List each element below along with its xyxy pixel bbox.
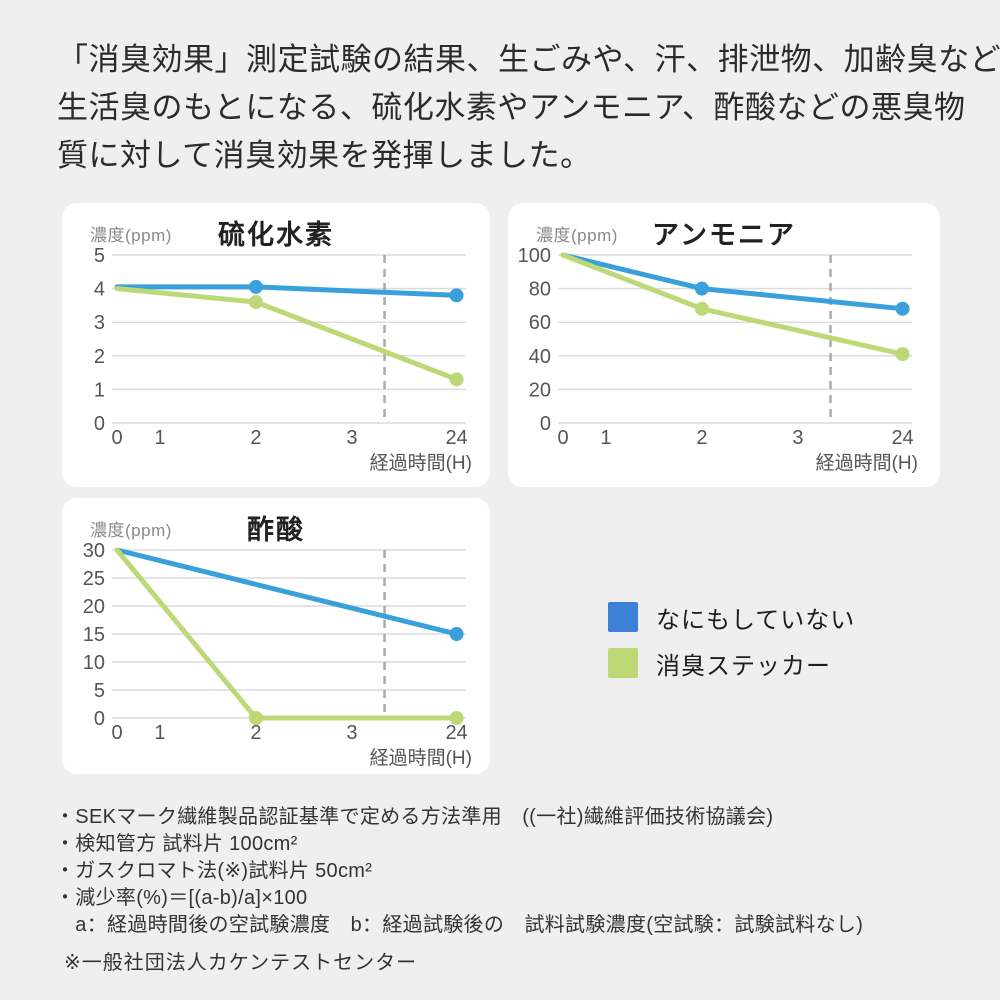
svg-text:100: 100 xyxy=(518,247,551,267)
svg-text:5: 5 xyxy=(94,680,105,702)
legend-label: 消臭ステッカー xyxy=(656,652,831,680)
svg-text:3: 3 xyxy=(792,427,803,449)
svg-text:0: 0 xyxy=(540,413,551,435)
svg-text:3: 3 xyxy=(346,427,357,449)
svg-text:24: 24 xyxy=(445,722,467,744)
chart-card-hydrogen-sulfide: 濃度(ppm) 硫化水素 5 4 3 2 1 0 0 1 2 3 24 経過時間(H) xyxy=(62,203,490,487)
svg-text:3: 3 xyxy=(346,722,357,744)
svg-text:20: 20 xyxy=(83,596,105,618)
svg-text:60: 60 xyxy=(529,312,551,334)
chart-header: 濃度(ppm) アンモニア xyxy=(508,203,940,250)
footnotes: ・SEKマーク繊維製品認証基準で定める方法準用 ((一社)繊維評価技術協議会) … xyxy=(55,804,863,939)
chart-title: 硫化水素 xyxy=(218,220,334,250)
footnote-line: ・減少率(%)＝[(a-b)/a]×100 xyxy=(55,887,308,909)
footnote-line: ・ガスクロマト法(※)試料片 50cm² xyxy=(55,860,373,882)
svg-text:経過時間(H): 経過時間(H) xyxy=(816,452,918,474)
line-chart: 30 25 20 15 10 5 0 0 1 2 3 24 経過時間(H) xyxy=(62,542,490,774)
svg-text:30: 30 xyxy=(83,542,105,562)
svg-text:40: 40 xyxy=(529,346,551,368)
header-text: 「消臭効果」測定試験の結果、生ごみや、汗、排泄物、加齢臭など 生活臭のもとになる… xyxy=(57,36,1000,180)
svg-text:24: 24 xyxy=(445,427,467,449)
svg-text:5: 5 xyxy=(94,247,105,267)
svg-text:10: 10 xyxy=(83,652,105,674)
svg-text:経過時間(H): 経過時間(H) xyxy=(370,747,472,769)
legend: なにもしていない 消臭ステッカー xyxy=(608,602,855,694)
svg-text:0: 0 xyxy=(94,708,105,730)
svg-text:0: 0 xyxy=(94,413,105,435)
legend-swatch-blue xyxy=(608,602,638,632)
line-chart: 5 4 3 2 1 0 0 1 2 3 24 経過時間(H) xyxy=(62,247,490,483)
chart-card-acetic-acid: 濃度(ppm) 酢酸 30 25 20 15 10 5 0 0 1 2 3 24 経過時間(H) xyxy=(62,498,490,774)
y-axis-unit-label: 濃度(ppm) xyxy=(90,521,172,540)
svg-text:4: 4 xyxy=(94,279,105,301)
footnote-line: ・SEKマーク繊維製品認証基準で定める方法準用 ((一社)繊維評価技術協議会) xyxy=(55,806,774,828)
header-line-1: 「消臭効果」測定試験の結果、生ごみや、汗、排泄物、加齢臭など xyxy=(57,42,1000,77)
legend-label: なにもしていない xyxy=(656,606,856,634)
legend-item-untreated: なにもしていない xyxy=(608,602,856,634)
svg-text:1: 1 xyxy=(600,427,611,449)
y-axis-unit-label: 濃度(ppm) xyxy=(90,226,172,245)
svg-text:0: 0 xyxy=(111,427,122,449)
test-center-note: ※一般社団法人カケンテストセンター xyxy=(64,952,418,974)
svg-text:80: 80 xyxy=(529,279,551,301)
chart-title: 酢酸 xyxy=(247,515,305,545)
chart-header: 濃度(ppm) 硫化水素 xyxy=(62,203,490,250)
svg-text:経過時間(H): 経過時間(H) xyxy=(370,452,472,474)
y-axis-unit-label: 濃度(ppm) xyxy=(536,226,618,245)
svg-text:20: 20 xyxy=(529,379,551,401)
svg-text:2: 2 xyxy=(250,427,261,449)
svg-text:1: 1 xyxy=(94,379,105,401)
svg-text:1: 1 xyxy=(154,722,165,744)
svg-text:1: 1 xyxy=(154,427,165,449)
svg-text:24: 24 xyxy=(891,427,913,449)
chart-header: 濃度(ppm) 酢酸 xyxy=(62,498,490,545)
svg-text:2: 2 xyxy=(250,722,261,744)
header-line-2: 生活臭のもとになる、硫化水素やアンモニア、酢酸などの悪臭物 xyxy=(57,90,966,125)
footnote-line: a：経過時間後の空試験濃度 b：経過試験後の 試料試験濃度(空試験：試験試料なし… xyxy=(55,914,864,936)
svg-text:25: 25 xyxy=(83,568,105,590)
chart-title: アンモニア xyxy=(652,220,796,250)
legend-swatch-green xyxy=(608,648,638,678)
header-line-3: 質に対して消臭効果を発揮しました。 xyxy=(57,138,592,173)
legend-item-deodorant-sticker: 消臭ステッカー xyxy=(608,648,855,680)
line-chart: 100 80 60 40 20 0 0 1 2 3 24 経過時間(H) xyxy=(508,247,940,483)
svg-text:3: 3 xyxy=(94,312,105,334)
svg-text:15: 15 xyxy=(83,624,105,646)
svg-text:0: 0 xyxy=(557,427,568,449)
svg-text:0: 0 xyxy=(111,722,122,744)
svg-text:2: 2 xyxy=(696,427,707,449)
footnote-line: ・検知管方 試料片 100cm² xyxy=(55,833,298,855)
chart-card-ammonia: 濃度(ppm) アンモニア 100 80 60 40 20 0 0 1 2 3 24 経過時間(H) xyxy=(508,203,940,487)
svg-text:2: 2 xyxy=(94,346,105,368)
